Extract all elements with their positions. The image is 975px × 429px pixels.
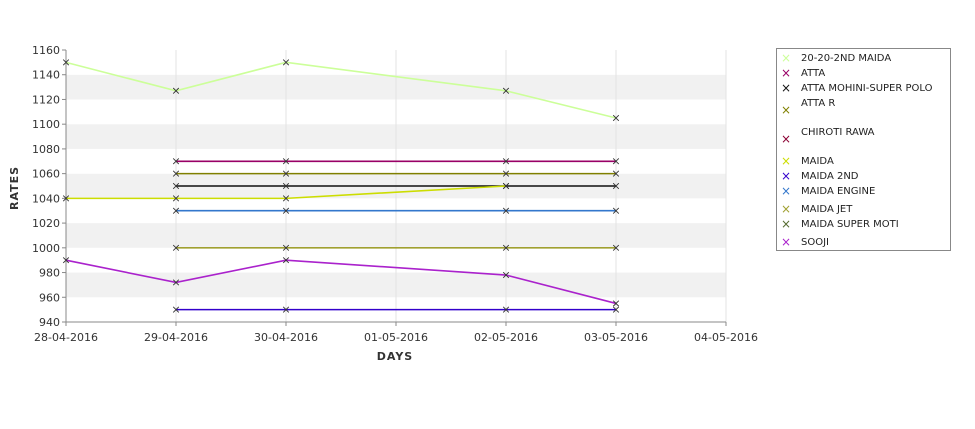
x-tick-labels: 28-04-2016 29-04-2016 30-04-2016 01-05-2016…: [34, 322, 758, 344]
data-point-marker: [612, 207, 620, 214]
data-point-marker: [612, 114, 620, 122]
legend-label: MAIDA: [801, 156, 834, 167]
legend-marker-icon: ×: [781, 103, 792, 117]
data-point-marker: [612, 170, 620, 177]
legend-item: × MAIDA JET: [777, 202, 949, 218]
legend-label: MAIDA SUPER MOTI: [801, 219, 899, 230]
y-tick-label: 1040: [32, 192, 60, 205]
y-tick-label: 1140: [32, 69, 60, 82]
data-point-marker: [282, 195, 290, 202]
data-point-marker: [612, 306, 620, 313]
data-point-marker: [172, 170, 180, 177]
legend-label: CHIROTI RAWA: [801, 127, 875, 138]
legend-marker-icon: ×: [781, 217, 792, 231]
data-point-marker: [62, 195, 70, 202]
y-tick-label: 940: [39, 316, 60, 329]
data-point-marker: [282, 59, 290, 66]
legend-label: MAIDA JET: [801, 204, 853, 215]
data-point-marker: [282, 257, 290, 264]
data-point-marker: [612, 182, 620, 190]
data-point-marker: [172, 207, 180, 214]
y-tick-label: 1100: [32, 118, 60, 131]
data-point-marker: [502, 170, 510, 177]
legend-item: × ATTA R: [777, 98, 949, 117]
y-tick-label: 980: [39, 267, 60, 280]
data-point-marker: [612, 158, 620, 165]
legend-marker-icon: ×: [781, 132, 792, 146]
legend-item: × ATTA MOHINI-SUPER POLO: [777, 81, 949, 97]
y-axis-label: RATES: [8, 166, 21, 210]
data-point-marker: [172, 158, 180, 165]
data-point-marker: [172, 87, 180, 94]
data-point-marker: [612, 300, 620, 307]
data-point-marker: [502, 207, 510, 214]
data-point-marker: [282, 306, 290, 313]
legend-item: × 20-20-2ND MAIDA: [777, 51, 949, 67]
data-point-marker: [502, 244, 510, 251]
data-point-marker: [282, 182, 290, 190]
x-tick-label: 03-05-2016: [584, 331, 648, 344]
legend-marker-icon: ×: [781, 184, 792, 198]
x-tick-label: 02-05-2016: [474, 331, 538, 344]
legend-marker-icon: ×: [781, 81, 792, 95]
x-axis-label: DAYS: [377, 350, 413, 363]
legend-label: ATTA: [801, 68, 826, 79]
data-point-marker: [502, 182, 510, 190]
data-point-marker: [282, 158, 290, 165]
y-tick-label: 1120: [32, 93, 60, 106]
data-point-marker: [612, 244, 620, 251]
legend-item: × MAIDA ENGINE: [777, 184, 949, 200]
y-tick-label: 1160: [32, 44, 60, 57]
legend-label: SOOJI: [801, 237, 829, 248]
legend-marker-icon: ×: [781, 202, 792, 216]
y-tick-label: 1020: [32, 217, 60, 230]
legend-marker-icon: ×: [781, 154, 792, 168]
x-tick-label: 04-05-2016: [694, 331, 758, 344]
y-tick-label: 1060: [32, 168, 60, 181]
legend-item: × MAIDA: [777, 154, 949, 170]
y-tick-label: 1080: [32, 143, 60, 156]
series-line: [66, 185, 507, 200]
data-point-marker: [172, 195, 180, 202]
data-point-marker: [282, 170, 290, 177]
x-tick-label: 30-04-2016: [254, 331, 318, 344]
legend: × 20-20-2ND MAIDA × ATTA × ATTA MOHINI-SUPER …: [776, 48, 951, 251]
data-point-marker: [502, 271, 510, 279]
data-point-marker: [62, 59, 70, 66]
legend-item: × ATTA: [777, 66, 949, 82]
legend-item: × MAIDA SUPER MOTI: [777, 217, 949, 233]
series-lines: [65, 61, 617, 311]
legend-label: ATTA MOHINI-SUPER POLO: [801, 83, 933, 94]
data-point-marker: [502, 87, 510, 94]
data-point-marker: [62, 257, 70, 264]
y-tick-label: 1000: [32, 242, 60, 255]
y-tick-label: 960: [39, 291, 60, 304]
x-tick-label: 01-05-2016: [364, 331, 428, 344]
x-tick-label: 29-04-2016: [144, 331, 208, 344]
legend-marker-icon: ×: [781, 169, 792, 183]
legend-item: × MAIDA 2ND: [777, 169, 949, 185]
data-point-marker: [172, 279, 180, 286]
data-point-marker: [172, 244, 180, 251]
legend-label: 20-20-2ND MAIDA: [801, 53, 892, 64]
legend-marker-icon: ×: [781, 66, 792, 80]
data-point-marker: [282, 207, 290, 214]
data-point-marker: [172, 306, 180, 313]
series-markers: [62, 59, 620, 313]
legend-marker-icon: ×: [781, 51, 792, 65]
legend-item: × CHIROTI RAWA: [777, 127, 949, 146]
legend-marker-icon: ×: [781, 235, 792, 249]
data-point-marker: [502, 306, 510, 313]
legend-item: × SOOJI: [777, 235, 949, 251]
data-point-marker: [502, 158, 510, 165]
y-tick-labels: 940 960 980 1000 1020 1040 1060 1080 1100 1120 114…: [32, 44, 66, 329]
legend-label: ATTA R: [801, 98, 836, 109]
x-tick-label: 28-04-2016: [34, 331, 98, 344]
legend-label: MAIDA 2ND: [801, 171, 859, 182]
legend-label: MAIDA ENGINE: [801, 186, 876, 197]
data-point-marker: [282, 244, 290, 251]
data-point-marker: [172, 182, 180, 190]
